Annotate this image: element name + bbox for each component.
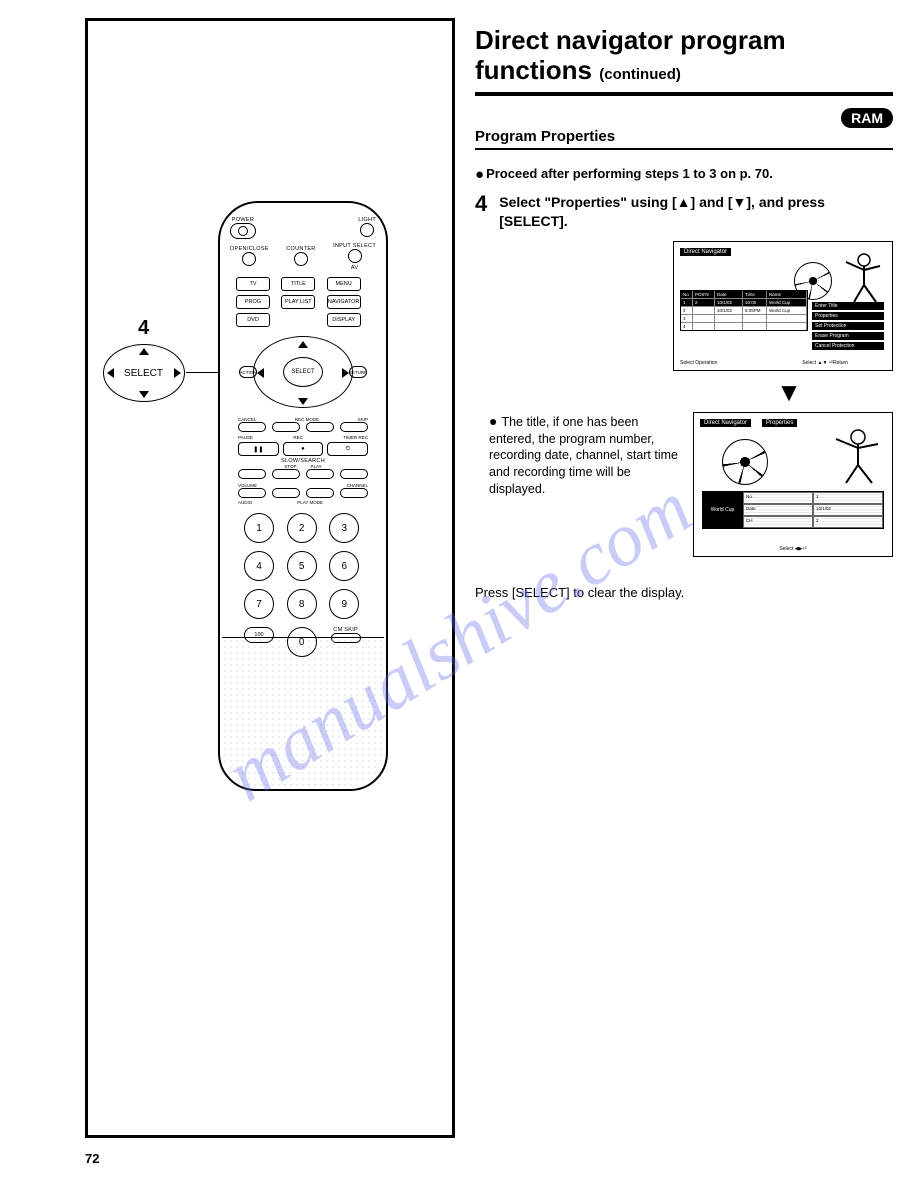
detail-row: ●The title, if one has been entered, the… xyxy=(475,412,893,557)
callout-number: 4 xyxy=(96,317,191,340)
openclose-button xyxy=(242,252,256,266)
numeric-keypad: 1 2 3 4 5 6 7 8 9 100 0 CM SKIP xyxy=(244,513,362,657)
num-4: 4 xyxy=(244,551,274,581)
remote-grip xyxy=(222,637,384,787)
num-6: 6 xyxy=(329,551,359,581)
col-posn: POS'N xyxy=(693,291,715,298)
transport-grid: ❚❚ ● ⏲ xyxy=(238,442,368,456)
screen1-table: No POS'N Date Time Name 1210/1/0210:05Wo… xyxy=(680,290,808,331)
section-subheading: Program Properties xyxy=(475,128,893,150)
goalkeeper-icon xyxy=(824,425,884,487)
navigator-button: NAVIGATOR xyxy=(327,295,361,309)
playlist-button: PLAY LIST xyxy=(281,295,315,309)
vol-down-button xyxy=(238,488,266,498)
prog-button: PROG xyxy=(236,295,270,309)
detail-text: ●The title, if one has been entered, the… xyxy=(475,412,683,498)
menu-item: Properties xyxy=(812,312,884,320)
skip-fwd-button xyxy=(340,422,368,432)
nav-pad: SELECT ACTION RETURN xyxy=(243,333,363,413)
audio-label: AUDIO xyxy=(238,500,252,505)
detail-bullet-text: The title, if one has been entered, the … xyxy=(489,415,678,497)
screen1-title: Direct Navigator xyxy=(680,248,731,256)
counter-button xyxy=(294,252,308,266)
menu-button: MENU xyxy=(327,277,361,291)
lead-note: ●Proceed after performing steps 1 to 3 o… xyxy=(475,166,893,183)
playmode-label: PLAY MODE xyxy=(297,500,323,505)
heading-rule xyxy=(475,92,893,96)
screen2-title: Direct Navigator xyxy=(700,419,751,427)
step-number: 4 xyxy=(475,193,487,231)
rec-label: REC xyxy=(293,435,303,440)
screen1-footer-right: Select ▲▼ ⏎Return xyxy=(802,360,848,366)
select-pad-callout: SELECT xyxy=(103,344,185,402)
num-9: 9 xyxy=(329,589,359,619)
ch-up-button xyxy=(340,488,368,498)
num-7: 7 xyxy=(244,589,274,619)
col-name: Name xyxy=(767,291,807,298)
search-fwd-button xyxy=(340,469,368,479)
pause-label: PAUSE xyxy=(238,435,253,440)
lead-note-text: Proceed after performing steps 1 to 3 on… xyxy=(486,166,773,181)
timerrec-button: ⏲ xyxy=(327,442,368,456)
stop-button xyxy=(272,469,300,479)
menu-item: Set Protection xyxy=(812,322,884,330)
page-heading: Direct navigator program functions (cont… xyxy=(475,26,893,86)
num-2: 2 xyxy=(287,513,317,543)
step-4: 4 Select "Properties" using [▲] and [▼],… xyxy=(475,193,893,231)
menu-item: Enter Title xyxy=(812,302,884,310)
final-instruction: Press [SELECT] to clear the display. xyxy=(475,585,893,600)
num-1: 1 xyxy=(244,513,274,543)
num-8: 8 xyxy=(287,589,317,619)
menu-item: Cancel Protection xyxy=(812,342,884,350)
timerrec-label: TIMER REC xyxy=(343,435,368,440)
dvd-button: DVD xyxy=(236,313,270,327)
page-number: 72 xyxy=(85,1151,99,1166)
title-button: TITLE xyxy=(281,277,315,291)
goalkeeper-icon xyxy=(834,250,884,305)
info-title: World Cup xyxy=(703,492,743,528)
inputselect-button xyxy=(348,249,362,263)
nav-select: SELECT xyxy=(283,357,323,387)
screen2-title2: Properties xyxy=(762,419,797,427)
screen2-footer: Select ◀▶⏎ xyxy=(779,546,806,552)
select-label: SELECT xyxy=(124,368,163,379)
vol-up-button xyxy=(272,488,300,498)
remote-illustration-panel: 4 SELECT POWER LIGHT OPEN/CLOSE COUNTER … xyxy=(85,18,455,1138)
return-button: RETURN xyxy=(349,366,367,378)
tv-button: TV xyxy=(236,277,270,291)
col-no: No xyxy=(681,291,693,298)
down-arrow-icon: ▼ xyxy=(685,377,893,408)
pause-button: ❚❚ xyxy=(238,442,279,456)
search-back-button xyxy=(238,469,266,479)
light-button xyxy=(360,223,374,237)
cancel-button xyxy=(238,422,266,432)
properties-info-box: World Cup No.1 Date10/1/02 CH2 xyxy=(702,491,884,529)
power-button xyxy=(230,223,256,239)
num-3: 3 xyxy=(329,513,359,543)
num-5: 5 xyxy=(287,551,317,581)
col-date: Date xyxy=(715,291,743,298)
skip-back-button xyxy=(306,422,334,432)
ch-down-button xyxy=(306,488,334,498)
action-button: ACTION xyxy=(239,366,257,378)
step-callout: 4 SELECT xyxy=(96,317,191,402)
screen-illustration-2: Direct Navigator Properties World Cup No… xyxy=(693,412,893,557)
recmode-button xyxy=(272,422,300,432)
screen1-footer-left: Select Operation xyxy=(680,360,717,366)
rec-button: ● xyxy=(283,442,324,456)
step-text: Select "Properties" using [▲] and [▼], a… xyxy=(499,193,893,231)
screen1-menu: Enter Title Properties Set Protection Er… xyxy=(812,302,884,352)
remote-control: POWER LIGHT OPEN/CLOSE COUNTER INPUT SEL… xyxy=(218,201,388,791)
soccer-ball-icon xyxy=(722,439,768,485)
function-button-grid: TV TITLE MENU PROG PLAY LIST NAVIGATOR D… xyxy=(236,277,370,327)
content-column: Direct navigator program functions (cont… xyxy=(475,18,893,1138)
display-button: DISPLAY xyxy=(327,313,361,327)
col-time: Time xyxy=(743,291,767,298)
menu-item: Erase Program xyxy=(812,332,884,340)
av-label: AV xyxy=(333,265,376,271)
ram-badge: RAM xyxy=(841,108,893,128)
play-button xyxy=(306,469,334,479)
heading-continued: (continued) xyxy=(599,66,681,83)
screen-illustration-1: Direct Navigator No POS'N Date Time Name… xyxy=(673,241,893,371)
